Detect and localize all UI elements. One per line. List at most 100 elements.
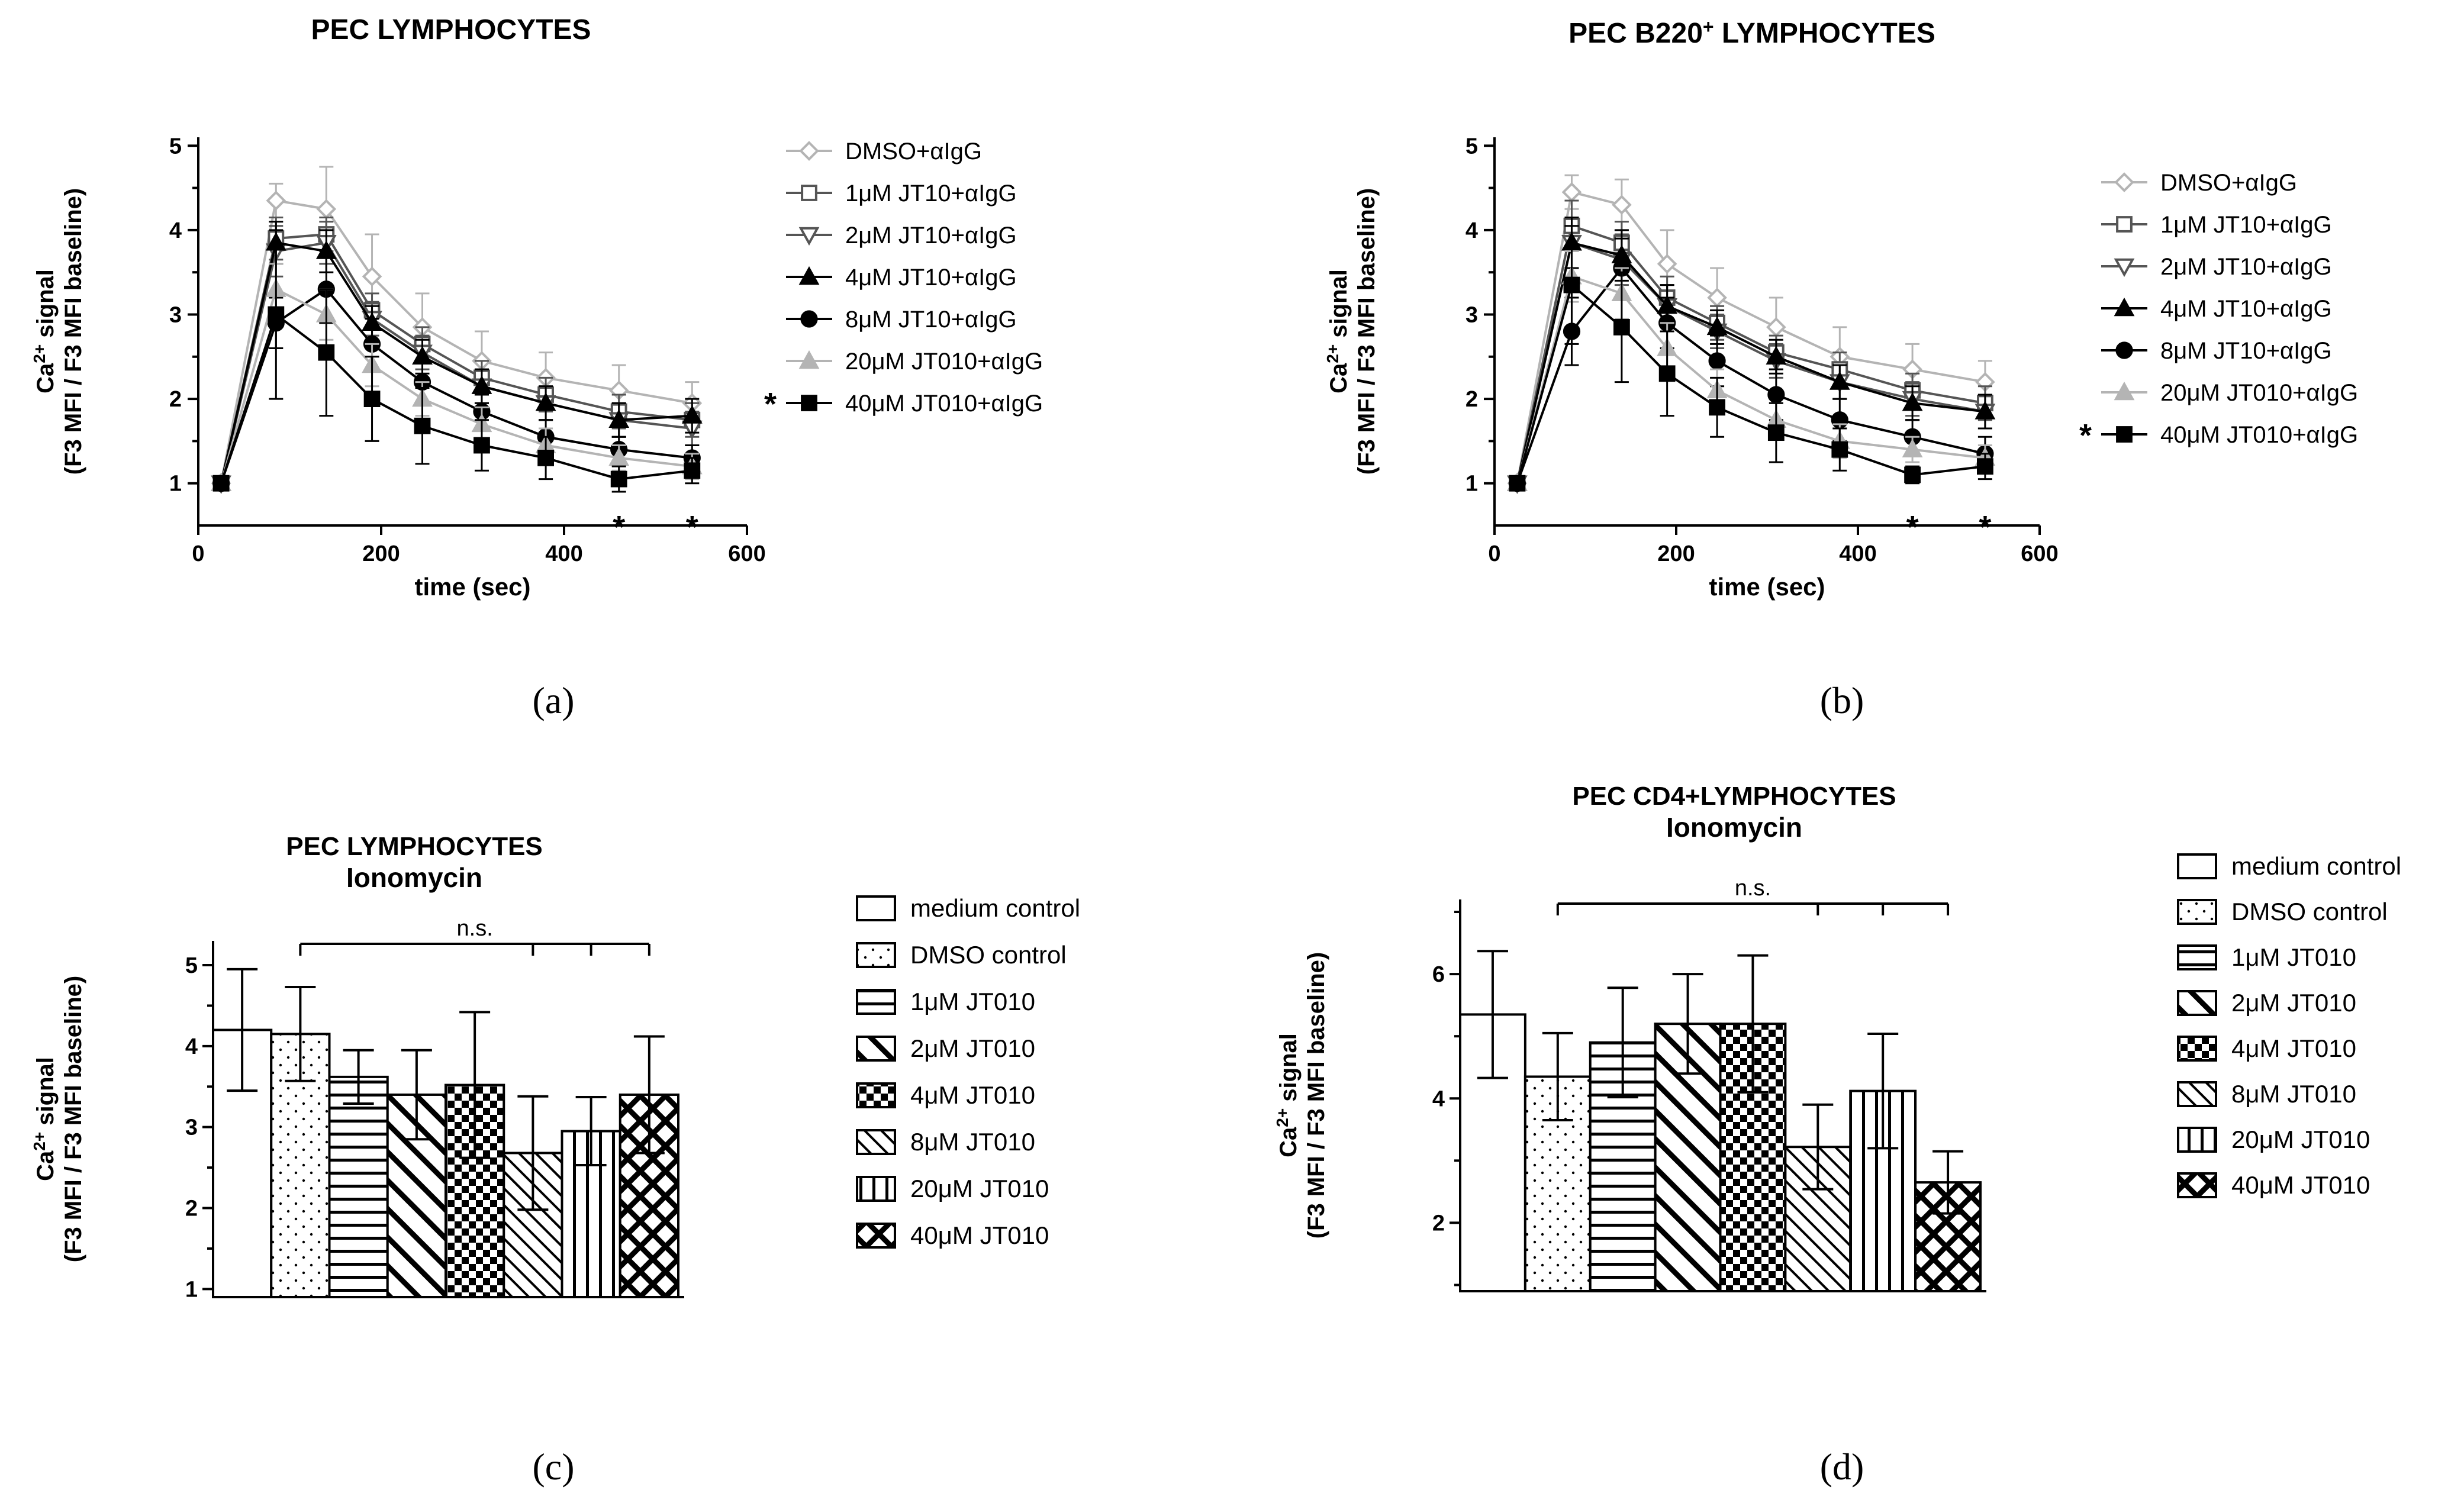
legend-marker xyxy=(798,266,820,285)
data-point xyxy=(537,450,555,466)
significance-star: * xyxy=(1979,509,1991,545)
data-point xyxy=(1766,317,1786,337)
legend-label: 4μM JT010 xyxy=(910,1081,1035,1109)
y-tick-label: 5 xyxy=(185,953,198,978)
panel-label-c: (c) xyxy=(532,1446,574,1488)
legend-label: 1μM JT010 xyxy=(910,988,1035,1015)
data-point xyxy=(1767,386,1785,404)
x-tick-label: 0 xyxy=(1488,541,1500,566)
legend-label: 20μM JT010 xyxy=(2231,1126,2370,1153)
y-tick-label: 4 xyxy=(1465,218,1478,243)
data-point xyxy=(1902,438,1923,457)
legend-swatch-pattern xyxy=(857,1224,895,1247)
legend-label: 40μM JT010+αIgG xyxy=(2160,422,2358,448)
legend-marker xyxy=(2114,258,2135,278)
y-tick-label: 2 xyxy=(1432,1211,1445,1236)
y-tick-label: 4 xyxy=(169,218,182,243)
significance-star: * xyxy=(1906,509,1919,545)
data-point xyxy=(212,475,230,492)
legend-label: 40μM JT010 xyxy=(910,1221,1049,1249)
legend-swatch-pattern xyxy=(2178,1082,2216,1106)
data-point xyxy=(268,306,285,323)
series-1 xyxy=(211,166,703,494)
bar-6 xyxy=(1784,1103,1852,1292)
data-point xyxy=(363,391,381,407)
x-tick-label: 400 xyxy=(1839,541,1876,566)
x-tick-label: 600 xyxy=(728,541,765,566)
legend-label: 20μM JT010+αIgG xyxy=(845,349,1043,375)
series-7 xyxy=(1509,225,1993,492)
legend-label: 40μM JT010+αIgG xyxy=(845,391,1043,417)
bar-pattern xyxy=(329,1076,388,1297)
data-point xyxy=(1613,318,1630,336)
legend-swatch-pattern xyxy=(857,990,895,1014)
y-tick-label: 5 xyxy=(1465,134,1478,159)
bar-8 xyxy=(619,1035,679,1299)
y-tick-label: 2 xyxy=(1465,387,1478,412)
legend-marker xyxy=(801,185,817,201)
legend-label: 8μM JT010 xyxy=(2231,1080,2356,1108)
legend-label: 20μM JT010+αIgG xyxy=(2160,380,2358,406)
significance-label: n.s. xyxy=(457,916,493,941)
data-point xyxy=(414,417,431,434)
y-axis-label-d-line2: (F3 MFI / F3 MFI baseline) xyxy=(1303,952,1329,1239)
legend-swatch xyxy=(2177,1172,2217,1198)
legend-swatch xyxy=(2177,1127,2217,1153)
x-axis-label-a: time (sec) xyxy=(414,573,530,601)
legend-swatch xyxy=(856,1223,896,1249)
data-point xyxy=(1563,276,1580,294)
y-tick-label: 4 xyxy=(185,1034,198,1059)
legend-label: 4μM JT10+αIgG xyxy=(2160,296,2332,322)
series-line xyxy=(220,199,693,484)
legend-label: 8μM JT10+αIgG xyxy=(845,307,1017,333)
data-point xyxy=(266,191,286,211)
legend-marker xyxy=(798,350,820,369)
panel-label-b: (b) xyxy=(1820,679,1864,721)
legend-label: 8μM JT10+αIgG xyxy=(2160,338,2332,364)
legend-swatch xyxy=(2177,1036,2217,1062)
legend-marker xyxy=(799,141,819,161)
chart-title-c: PEC LYMPHOCYTES xyxy=(286,832,543,861)
series-7 xyxy=(212,229,701,493)
data-point xyxy=(608,447,630,466)
data-point xyxy=(318,344,335,361)
panel-label-a: (a) xyxy=(532,679,574,721)
significance-label: n.s. xyxy=(1735,876,1771,901)
bar-3 xyxy=(1589,986,1657,1292)
y-axis-label-b-line1: Ca2+ signal xyxy=(1323,269,1352,394)
chart-panel-a: PEC LYMPHOCYTES 0 200 400 600 1 2 3 4 5 time (sec)… xyxy=(30,14,1043,721)
data-point xyxy=(1657,254,1677,274)
data-point xyxy=(1658,365,1676,382)
y-axis-label-c-line2: (F3 MFI / F3 MFI baseline) xyxy=(60,976,86,1263)
data-point xyxy=(1902,392,1923,411)
bar-2 xyxy=(270,985,331,1299)
data-point xyxy=(474,437,490,454)
data-point xyxy=(1766,346,1787,365)
bar-7 xyxy=(1849,1032,1917,1292)
legend-swatch-pattern xyxy=(857,1083,895,1107)
legend-swatch xyxy=(856,1129,896,1155)
y-axis-label-c: Ca2+ signal (F3 MFI / F3 MFI baseline) xyxy=(30,976,86,1263)
legend-label: DMSO control xyxy=(2231,898,2388,925)
legend-label: 40μM JT010 xyxy=(2231,1171,2370,1199)
data-point xyxy=(1706,316,1728,336)
bar-6 xyxy=(503,1095,563,1298)
legend-label: medium control xyxy=(2231,852,2401,880)
legend-swatch-pattern xyxy=(857,1177,895,1201)
legend-swatch xyxy=(856,942,896,968)
y-tick-label: 1 xyxy=(185,1277,198,1302)
y-axis-label-a-line1: Ca2+ signal xyxy=(30,269,59,394)
y-tick-label: 1 xyxy=(1465,472,1478,496)
legend-label: 2μM JT10+αIgG xyxy=(845,222,1017,249)
data-point xyxy=(1509,475,1526,492)
legend-marker xyxy=(800,310,818,328)
bar-4 xyxy=(1654,973,1722,1292)
x-tick-label: 400 xyxy=(545,541,582,566)
y-tick-label: 3 xyxy=(169,302,182,327)
legend-swatch-pattern xyxy=(857,943,895,967)
significance-star: * xyxy=(686,509,698,545)
y-axis-label-b: Ca2+ signal (F3 MFI / F3 MFI baseline) xyxy=(1323,188,1380,475)
significance-star: * xyxy=(613,509,625,545)
legend-swatch-pattern xyxy=(857,1037,895,1060)
